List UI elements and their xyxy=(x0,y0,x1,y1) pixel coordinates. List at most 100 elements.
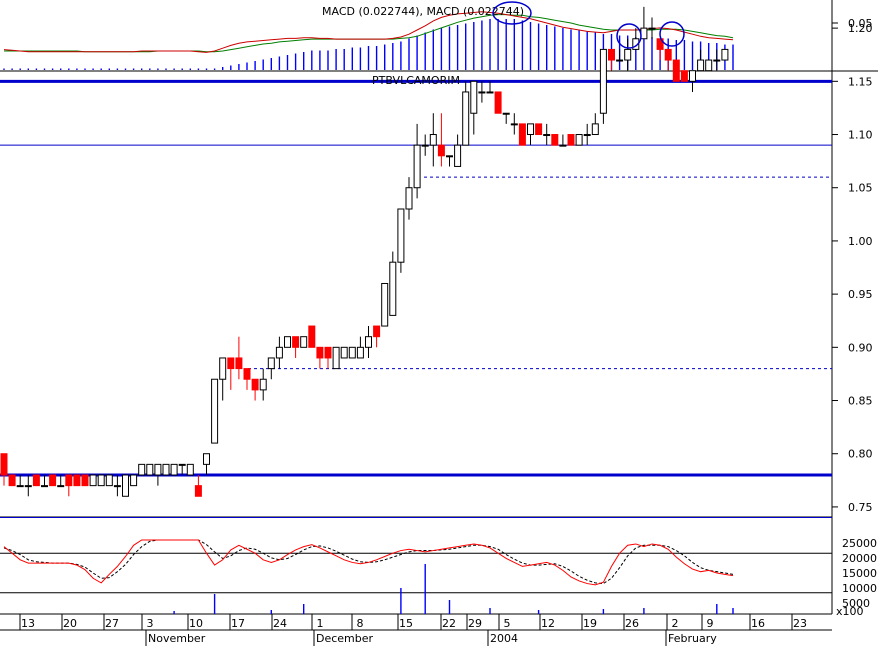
candle-body xyxy=(510,123,518,126)
candle-body xyxy=(689,70,696,82)
candle-body xyxy=(113,485,121,488)
volume-tick-label: 5000 xyxy=(842,597,870,610)
candle-body xyxy=(705,59,713,72)
candle-body xyxy=(389,261,397,316)
candle-body xyxy=(437,144,445,157)
candle-body xyxy=(502,112,510,115)
highlight-circle xyxy=(492,1,532,25)
x-tick-label: 15 xyxy=(399,617,413,630)
candle-body xyxy=(470,80,478,114)
candle-body xyxy=(583,134,591,137)
candle-body xyxy=(462,91,470,146)
candle-body xyxy=(567,134,575,146)
candle-body xyxy=(122,474,129,497)
candle-body xyxy=(599,48,607,114)
stochastic-panel xyxy=(0,539,832,614)
candle-body xyxy=(16,485,24,488)
candle-body xyxy=(105,474,113,487)
candle-body xyxy=(454,144,462,167)
candle-body xyxy=(219,357,227,380)
candle-body xyxy=(259,378,267,391)
price-tick-label: 1.00 xyxy=(848,235,873,248)
candle-body xyxy=(446,155,453,158)
candle-body xyxy=(32,474,40,487)
candle-body xyxy=(518,123,526,146)
candle-body xyxy=(543,134,551,137)
candle-body xyxy=(292,336,300,348)
candle-body xyxy=(194,485,202,497)
candle-body xyxy=(24,485,32,488)
candle-body xyxy=(324,346,332,359)
candle-body xyxy=(203,453,210,465)
candle-body xyxy=(227,357,235,370)
candle-body xyxy=(680,70,688,82)
macd-label: MACD (0.022744), MACD (0.022744) xyxy=(322,5,524,18)
candle-body xyxy=(154,463,162,476)
candle-body xyxy=(267,357,275,370)
candle-body xyxy=(316,346,324,359)
volume-tick-label: x100 xyxy=(836,605,864,618)
macd-tick-label: 0.05 xyxy=(848,17,873,30)
price-tick-label: 1.15 xyxy=(848,75,873,88)
price-tick-label: 0.95 xyxy=(848,288,873,301)
candle-body xyxy=(559,144,567,147)
candle-body xyxy=(0,453,8,476)
price-tick-label: 0.80 xyxy=(848,448,873,461)
candle-body xyxy=(73,474,81,487)
candle-body xyxy=(616,59,624,62)
x-tick-label: 16 xyxy=(751,617,765,630)
candle-body xyxy=(413,144,421,189)
candle-body xyxy=(697,59,705,72)
candle-body xyxy=(130,474,138,487)
x-tick-label: 29 xyxy=(468,617,482,630)
x-tick-label: 27 xyxy=(105,617,119,630)
candle-body xyxy=(251,378,259,391)
month-label: December xyxy=(316,632,374,645)
volume-tick-label: 20000 xyxy=(842,552,877,565)
x-tick-label: 9 xyxy=(707,617,714,630)
candle-body xyxy=(365,336,372,348)
candle-body xyxy=(381,282,389,327)
candle-body xyxy=(170,463,178,476)
x-tick-label: 2 xyxy=(672,617,679,630)
x-tick-label: 17 xyxy=(231,617,245,630)
stoch-k-line xyxy=(3,539,734,586)
price-tick-label: 0.75 xyxy=(848,501,873,514)
candle-body xyxy=(656,38,664,50)
candle-body xyxy=(235,357,243,370)
candle-body xyxy=(57,485,65,488)
price-tick-label: 0.90 xyxy=(848,341,873,354)
x-tick-label: 1 xyxy=(317,617,324,630)
candle-body xyxy=(373,325,381,338)
volume-tick-label: 15000 xyxy=(842,567,877,580)
price-tick-label: 1.05 xyxy=(848,182,873,195)
candle-body xyxy=(527,123,534,136)
macd-panel xyxy=(3,11,734,70)
highlight-circle xyxy=(616,23,642,49)
candle-body xyxy=(243,368,251,380)
candle-body xyxy=(49,474,57,487)
candle-body xyxy=(591,123,599,136)
x-tick-label: 10 xyxy=(189,617,203,630)
candle-body xyxy=(356,346,364,359)
candle-body xyxy=(535,123,543,136)
axis-layer: 0.75 0.80 0.85 0.90 0.95 1.00 1.05 1.10 1.15 1.20… xyxy=(19,17,877,646)
month-label: 2004 xyxy=(490,632,518,645)
candle-body xyxy=(89,474,97,487)
candle-body xyxy=(664,48,672,61)
x-tick-label: 20 xyxy=(63,617,77,630)
x-tick-label: 22 xyxy=(442,617,456,630)
candle-body xyxy=(97,474,105,487)
price-tick-label: 1.20 xyxy=(848,22,873,35)
stoch-d-line xyxy=(3,539,734,585)
candle-body xyxy=(486,91,494,94)
candle-body xyxy=(397,208,405,263)
candle-body xyxy=(672,59,680,82)
volume-tick-label: 25000 xyxy=(842,537,877,550)
candle-body xyxy=(146,463,154,476)
candle-body xyxy=(178,463,186,466)
candle-body xyxy=(713,59,721,62)
x-tick-label: 12 xyxy=(541,617,555,630)
candle-body xyxy=(429,134,437,146)
